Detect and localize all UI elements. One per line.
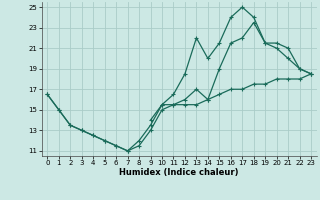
X-axis label: Humidex (Indice chaleur): Humidex (Indice chaleur) [119,168,239,177]
